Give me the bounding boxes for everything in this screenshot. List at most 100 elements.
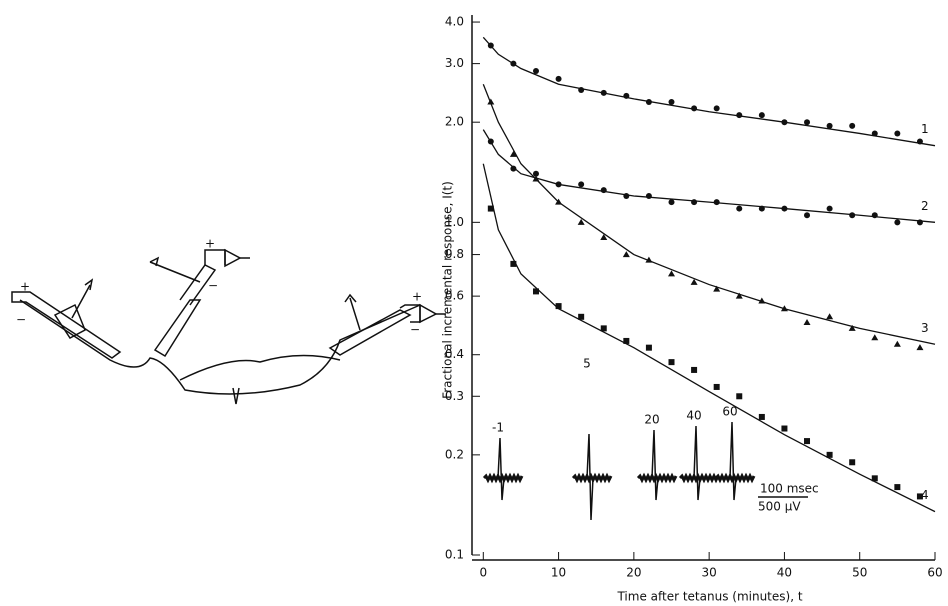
point	[804, 438, 811, 445]
point	[713, 105, 720, 112]
electrode-diagram	[11, 248, 446, 405]
inset-label: 60	[722, 405, 737, 419]
series-label: 2	[921, 199, 929, 213]
y-tick-label: 4.0	[445, 15, 464, 29]
inset-label: -1	[492, 421, 504, 435]
sign: −	[16, 313, 26, 327]
point	[758, 205, 765, 212]
trace-spike	[693, 425, 701, 501]
point	[668, 359, 675, 366]
y-tick-label: 0.3	[445, 389, 464, 403]
fit-line	[482, 84, 936, 345]
series-label: 4	[921, 488, 929, 502]
point	[555, 198, 563, 205]
point	[713, 285, 721, 292]
point	[532, 68, 539, 75]
point	[600, 325, 607, 332]
point	[509, 150, 517, 157]
point	[781, 119, 788, 126]
point	[600, 234, 608, 241]
point	[916, 493, 923, 500]
point	[916, 344, 924, 351]
trace-spike	[586, 433, 594, 521]
point	[578, 86, 585, 93]
inset-label: 20	[644, 413, 659, 427]
fit-line	[482, 36, 936, 147]
point	[894, 484, 901, 491]
x-tick-label: 30	[702, 566, 717, 580]
point	[532, 288, 539, 295]
point	[849, 122, 856, 129]
point	[668, 98, 675, 105]
point	[803, 318, 811, 325]
point	[871, 212, 878, 219]
point	[645, 98, 652, 105]
y-tick-label: 0.2	[445, 447, 464, 461]
trace	[714, 472, 756, 484]
point	[736, 393, 743, 400]
plot: 0.1 0.2 0.3 0.4 0.6 0.8 1.0 2.0 3.0 4.0 0 10 20 30 40 5…	[445, 15, 943, 580]
point	[804, 212, 811, 219]
scale-label: 100 msec	[760, 482, 819, 496]
point	[758, 112, 765, 119]
point	[622, 251, 630, 258]
point	[487, 138, 494, 145]
point	[578, 181, 585, 188]
point	[804, 119, 811, 126]
y-tick-label: 2.0	[445, 115, 464, 129]
point	[555, 303, 562, 310]
fit-line	[482, 163, 936, 513]
point	[781, 205, 788, 212]
point	[894, 219, 901, 226]
point	[691, 199, 698, 206]
point	[826, 313, 834, 320]
trace-spike	[729, 421, 737, 501]
point	[555, 181, 562, 188]
point	[645, 256, 653, 263]
x-tick-label: 60	[927, 566, 942, 580]
point	[871, 475, 878, 482]
point	[849, 212, 856, 219]
x-tick-label: 20	[626, 566, 641, 580]
x-tick-label: 0	[479, 566, 487, 580]
sign: +	[205, 237, 215, 251]
point	[849, 459, 856, 466]
point	[600, 187, 607, 194]
point	[758, 297, 766, 304]
point	[577, 218, 585, 225]
point	[871, 130, 878, 137]
point	[826, 122, 833, 129]
series-label: 3	[921, 321, 929, 335]
point	[555, 75, 562, 82]
x-tick-label: 40	[777, 566, 792, 580]
point	[532, 170, 539, 177]
trace	[636, 472, 678, 484]
point	[487, 98, 495, 105]
point	[916, 138, 923, 145]
y-axis-label: Fractional incremental response, I(t)	[441, 181, 455, 399]
y-tick-label: 1.0	[445, 215, 464, 229]
point	[826, 205, 833, 212]
point	[645, 344, 652, 351]
x-tick-label: 50	[852, 566, 867, 580]
point	[510, 60, 517, 67]
point	[893, 340, 901, 347]
point	[713, 199, 720, 206]
point	[668, 199, 675, 206]
x-tick-label: 10	[551, 566, 566, 580]
point	[690, 278, 698, 285]
sign: −	[410, 323, 420, 337]
x-axis-label: Time after tetanus (minutes), t	[616, 590, 802, 604]
point	[826, 451, 833, 458]
series-label: 1	[921, 122, 929, 136]
point	[871, 334, 879, 341]
point	[758, 413, 765, 420]
point	[894, 130, 901, 137]
point	[578, 313, 585, 320]
scale-label: 500 μV	[758, 500, 801, 514]
point	[916, 219, 923, 226]
point	[736, 205, 743, 212]
fit-line	[482, 129, 936, 223]
point	[600, 89, 607, 96]
trace-spike	[651, 429, 659, 501]
